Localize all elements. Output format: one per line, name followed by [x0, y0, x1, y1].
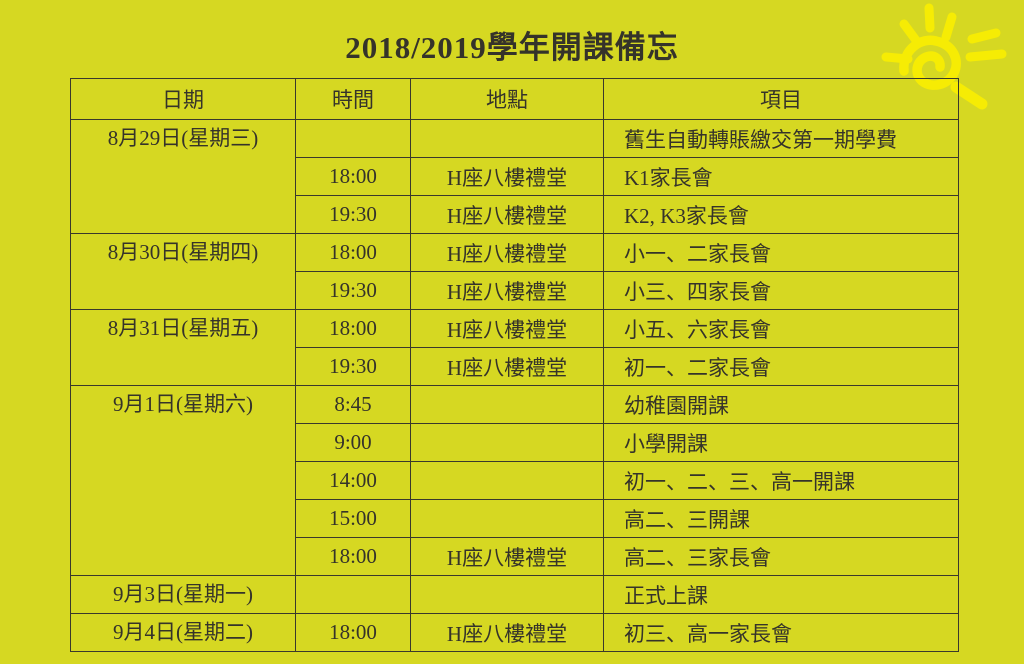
table-row: 18:00 H座八樓禮堂 高二、三家長會 — [71, 537, 959, 576]
column-header-date: 日期 — [70, 78, 296, 120]
time-cell: 9:00 — [295, 423, 411, 462]
location-cell: H座八樓禮堂 — [410, 347, 604, 386]
date-cell: 9月3日(星期一) — [70, 575, 296, 614]
time-cell: 18:00 — [295, 309, 411, 348]
location-cell: H座八樓禮堂 — [410, 309, 604, 348]
date-cell: 8月30日(星期四) — [70, 233, 296, 310]
date-cell: 8月29日(星期三) — [70, 119, 296, 234]
item-cell: K2, K3家長會 — [603, 195, 959, 234]
time-cell: 18:00 — [295, 537, 411, 576]
time-cell: 18:00 — [295, 613, 411, 652]
time-cell — [295, 119, 411, 158]
location-cell: H座八樓禮堂 — [410, 233, 604, 272]
location-cell — [410, 385, 604, 424]
location-cell — [410, 575, 604, 614]
table-row: 9月4日(星期二) 18:00 H座八樓禮堂 初三、高一家長會 — [70, 613, 959, 652]
item-cell: 高二、三家長會 — [603, 537, 959, 576]
item-cell: 小三、四家長會 — [603, 271, 959, 310]
item-cell: 小五、六家長會 — [603, 309, 959, 348]
table-row: 18:00 H座八樓禮堂 K1家長會 — [71, 157, 959, 196]
page-title: 2018/2019學年開課備忘 — [345, 30, 679, 65]
time-cell — [295, 575, 411, 614]
time-cell: 19:30 — [295, 271, 411, 310]
item-cell: 正式上課 — [603, 575, 959, 614]
item-cell: 幼稚園開課 — [603, 385, 959, 424]
date-cell: 9月1日(星期六) — [70, 385, 296, 576]
location-cell — [410, 499, 604, 538]
date-cell: 8月31日(星期五) — [70, 309, 296, 386]
table-row: 19:30 H座八樓禮堂 K2, K3家長會 — [71, 195, 959, 234]
schedule-table: 日期 時間 地點 項目 8月29日(星期三) 舊生自動轉賬繳交第一期學費 18:… — [70, 78, 959, 652]
table-row: 8月29日(星期三) 舊生自動轉賬繳交第一期學費 — [70, 119, 959, 234]
location-cell: H座八樓禮堂 — [410, 613, 604, 652]
item-cell: 初三、高一家長會 — [603, 613, 959, 652]
location-cell — [410, 423, 604, 462]
table-row: 19:30 H座八樓禮堂 初一、二家長會 — [71, 347, 959, 386]
location-cell — [410, 461, 604, 500]
location-cell: H座八樓禮堂 — [410, 195, 604, 234]
time-cell: 15:00 — [295, 499, 411, 538]
item-cell: 高二、三開課 — [603, 499, 959, 538]
time-cell: 18:00 — [295, 233, 411, 272]
item-cell: K1家長會 — [603, 157, 959, 196]
table-row: 8月31日(星期五) 18:00 H座八樓禮堂 小五、六家長會 — [70, 309, 959, 386]
item-cell: 小學開課 — [603, 423, 959, 462]
time-cell: 19:30 — [295, 347, 411, 386]
location-cell — [410, 119, 604, 158]
location-cell: H座八樓禮堂 — [410, 271, 604, 310]
column-header-time: 時間 — [295, 78, 411, 120]
item-cell: 小一、二家長會 — [603, 233, 959, 272]
time-cell: 14:00 — [295, 461, 411, 500]
time-cell: 18:00 — [295, 157, 411, 196]
table-row: 9月1日(星期六) 8:45 幼稚園開課 — [70, 385, 959, 576]
item-cell: 初一、二家長會 — [603, 347, 959, 386]
item-cell: 舊生自動轉賬繳交第一期學費 — [603, 119, 959, 158]
item-cell: 初一、二、三、高一開課 — [603, 461, 959, 500]
table-row: 9月3日(星期一) 正式上課 — [70, 575, 959, 614]
location-cell: H座八樓禮堂 — [410, 157, 604, 196]
table-row: 8月30日(星期四) 18:00 H座八樓禮堂 小一、二家長會 — [70, 233, 959, 310]
date-cell: 9月4日(星期二) — [70, 613, 296, 652]
location-cell: H座八樓禮堂 — [410, 537, 604, 576]
column-header-location: 地點 — [410, 78, 604, 120]
time-cell: 19:30 — [295, 195, 411, 234]
column-header-item: 項目 — [603, 78, 959, 120]
time-cell: 8:45 — [295, 385, 411, 424]
header-row: 日期 時間 地點 項目 — [70, 78, 959, 120]
